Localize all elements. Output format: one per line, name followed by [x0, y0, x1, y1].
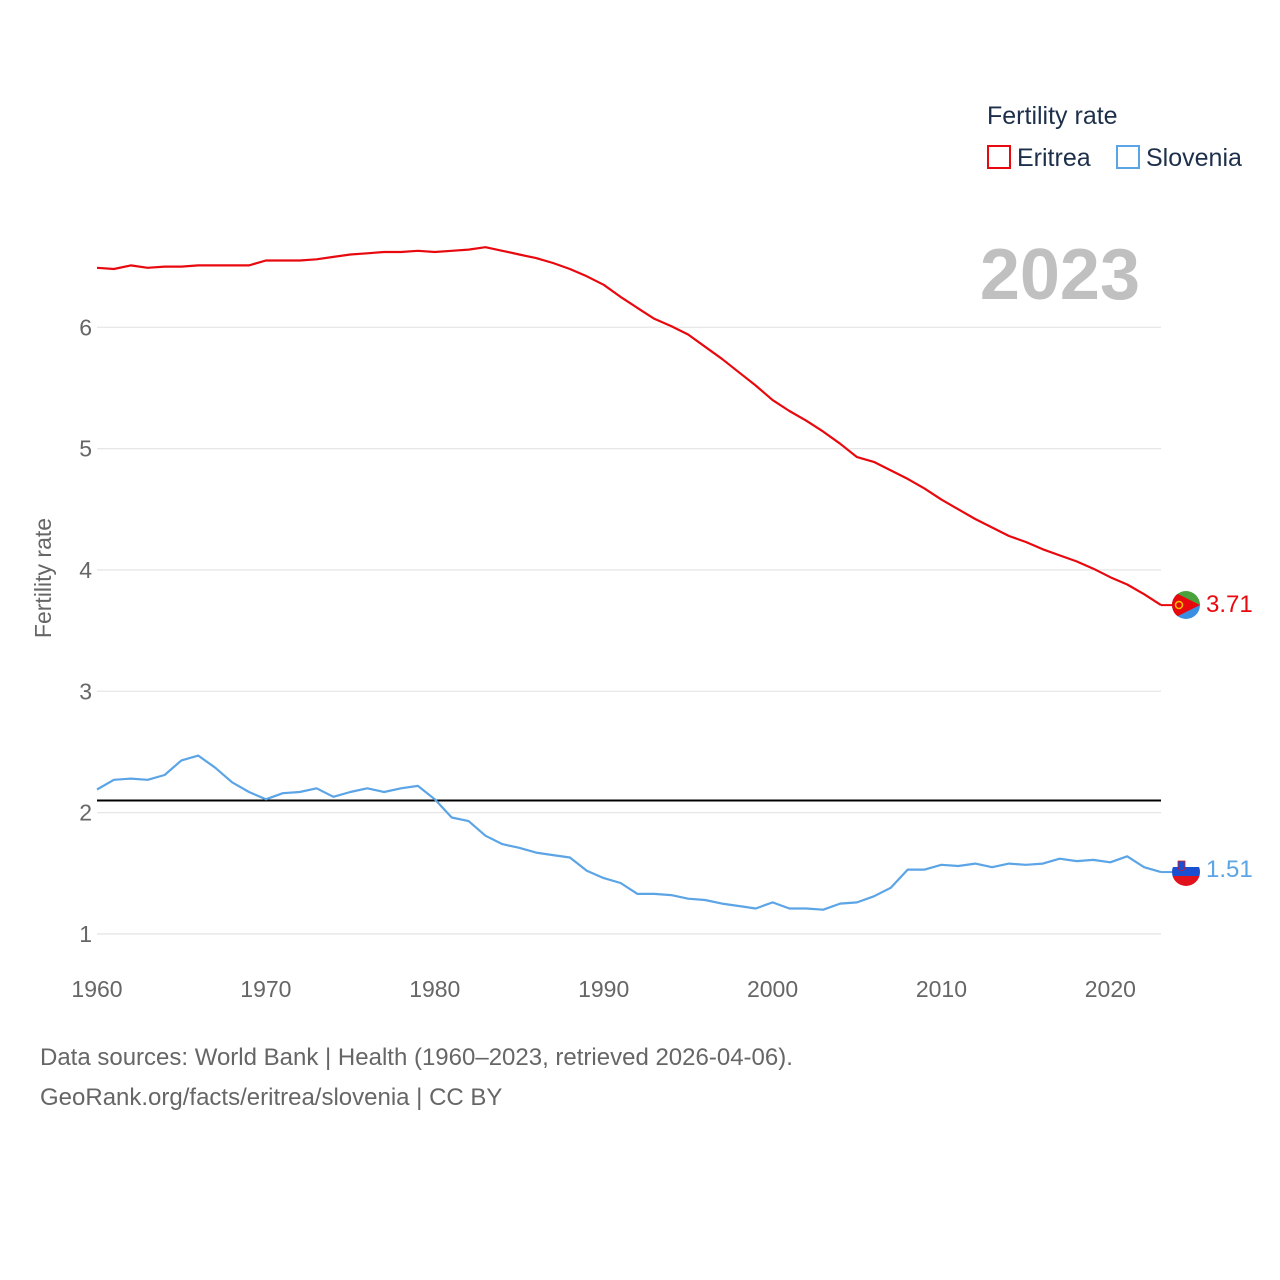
series-line-slovenia[interactable]: [96, 754, 1162, 911]
eritrea-flag-icon: [1172, 591, 1200, 619]
eritrea-end-value: 3.71: [1206, 591, 1253, 618]
legend-label-slovenia: Slovenia: [1146, 144, 1242, 172]
legend: Fertility rate Eritrea Slovenia: [987, 102, 1242, 172]
y-axis-title: Fertility rate: [30, 518, 56, 638]
x-tick-label: 2010: [916, 976, 967, 1002]
legend-swatch-eritrea: [987, 145, 1011, 169]
slovenia-end-value: 1.51: [1206, 856, 1253, 883]
y-tick-label: 3: [79, 678, 92, 704]
x-tick-label: 2000: [747, 976, 798, 1002]
y-tick-label: 5: [79, 436, 92, 462]
y-tick-label: 6: [79, 314, 92, 340]
y-tick-label: 1: [79, 921, 92, 947]
legend-label-eritrea: Eritrea: [1017, 144, 1091, 172]
slovenia-flag-icon: [1172, 858, 1200, 886]
legend-item-eritrea[interactable]: Eritrea: [987, 144, 1091, 172]
x-axis-ticks: 1960 1970 1980 1990 2000 2010 2020: [71, 976, 1136, 1002]
legend-item-slovenia[interactable]: Slovenia: [1116, 144, 1242, 172]
current-year-label: 2023: [980, 235, 1140, 315]
x-tick-label: 1970: [240, 976, 291, 1002]
y-tick-label: 2: [79, 800, 92, 826]
x-tick-label: 1960: [71, 976, 122, 1002]
series-lines: [96, 246, 1162, 911]
y-tick-label: 4: [79, 557, 92, 583]
series-line-eritrea[interactable]: [96, 246, 1162, 607]
x-tick-label: 2020: [1085, 976, 1136, 1002]
x-tick-label: 1990: [578, 976, 629, 1002]
y-axis-ticks: 1 2 3 4 5 6: [79, 314, 92, 947]
x-tick-label: 1980: [409, 976, 460, 1002]
footer-sources: Data sources: World Bank | Health (1960–…: [40, 1044, 793, 1071]
gridlines: [97, 326, 1161, 935]
footer-attribution[interactable]: GeoRank.org/facts/eritrea/slovenia | CC …: [40, 1084, 503, 1111]
series-end-markers: [1161, 604, 1172, 874]
legend-title: Fertility rate: [987, 102, 1118, 130]
legend-swatch-slovenia: [1116, 145, 1140, 169]
